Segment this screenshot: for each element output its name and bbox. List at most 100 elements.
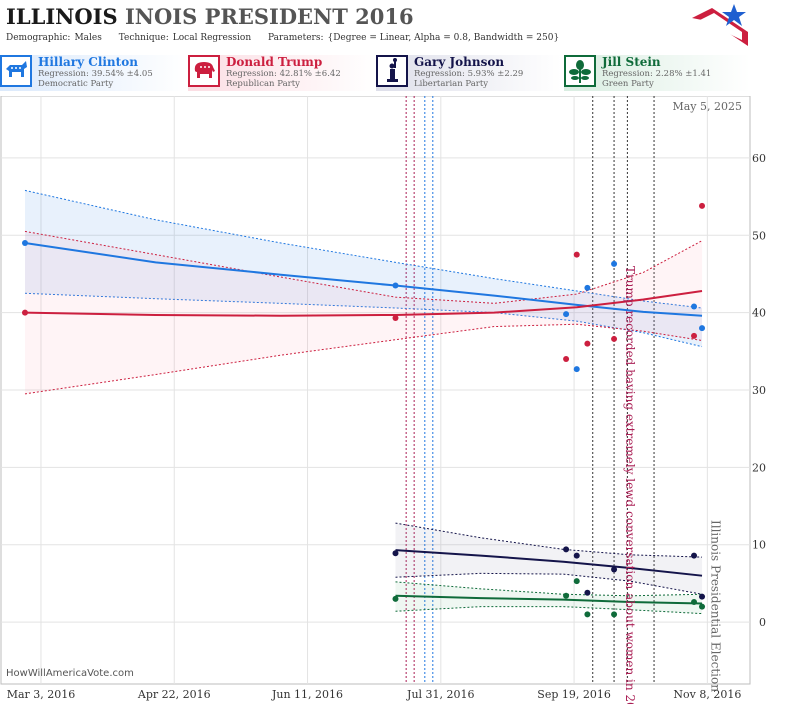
candidate-name: Gary Johnson [414, 55, 505, 69]
y-tick-label: 50 [752, 229, 766, 242]
y-tick-label: 30 [752, 384, 766, 397]
regression-line [24, 242, 703, 317]
poll-point [563, 546, 570, 553]
band-upper-line [24, 189, 703, 309]
y-tick-label: 60 [752, 152, 766, 165]
poll-point [392, 595, 399, 602]
y-tick-label: 0 [759, 616, 766, 629]
candidate-regression: Regression: 5.93% ±2.29 [414, 69, 524, 79]
chart-title: ILLINOIS INOIS PRESIDENT 2016 [6, 4, 414, 29]
liberty-statue-icon [376, 55, 408, 87]
poll-points [21, 202, 706, 618]
poll-point [691, 552, 698, 559]
regression-lines [24, 242, 703, 605]
legend-clinton: Hillary Clinton Regression: 39.54% ±4.05… [0, 55, 186, 91]
annotations: Trump recorded having extremely lewd con… [623, 266, 722, 704]
candidate-party: Republican Party [226, 79, 300, 89]
poll-point [392, 282, 399, 289]
confidence-band [24, 231, 703, 394]
poll-point [21, 240, 28, 246]
poll-point [691, 332, 698, 339]
title-race: INOIS PRESIDENT 2016 [124, 4, 414, 29]
regression-line [395, 549, 703, 577]
param-value: Local Regression [172, 33, 252, 43]
candidate-regression: Regression: 42.81% ±6.42 [226, 69, 341, 79]
poll-point [584, 284, 591, 291]
poll-point [392, 315, 399, 322]
poll-point [611, 260, 618, 267]
poll-point [699, 325, 706, 332]
confidence-band [24, 190, 703, 347]
y-tick-label: 40 [752, 307, 766, 320]
x-tick-label: Mar 3, 2016 [7, 688, 76, 701]
poll-point [699, 202, 706, 209]
poll-point [611, 566, 618, 573]
poll-point [573, 366, 580, 373]
regression-line [395, 594, 703, 605]
y-tick-label: 20 [752, 461, 766, 474]
poll-point [691, 303, 698, 310]
candidate-legend: Hillary Clinton Regression: 39.54% ±4.05… [0, 55, 750, 95]
regression-line [24, 289, 703, 317]
elephant-icon [188, 55, 220, 87]
poll-point [563, 311, 570, 318]
candidate-regression: Regression: 39.54% ±4.05 [38, 69, 153, 79]
legend-stein: Jill Stein Regression: 2.28% ±1.41 Green… [564, 55, 750, 91]
parameters-line: Demographic: Males Technique: Local Regres… [6, 33, 573, 43]
poll-point [563, 356, 570, 363]
poll-point [699, 593, 706, 600]
poll-point [573, 251, 580, 258]
flower-icon [564, 55, 596, 87]
site-credit: HowWillAmericaVote.com [6, 668, 134, 679]
candidate-regression: Regression: 2.28% ±1.41 [602, 69, 712, 79]
event-lines [405, 96, 655, 684]
chart-area: Trump recorded having extremely lewd con… [0, 96, 766, 704]
candidate-party: Green Party [602, 79, 654, 89]
x-tick-label: Sep 19, 2016 [537, 688, 611, 701]
poll-point [584, 340, 591, 347]
annotation-label: Trump recorded having extremely lewd con… [623, 266, 637, 704]
donkey-icon [0, 55, 32, 87]
poll-point [611, 335, 618, 342]
x-tick-label: Jul 31, 2016 [406, 688, 475, 701]
param-value: Males [74, 33, 102, 43]
legend-trump: Donald Trump Regression: 42.81% ±6.42 Re… [188, 55, 374, 91]
poll-point [691, 598, 698, 605]
annotation-label: Illinois Presidential Election [708, 520, 722, 692]
band-lower-line [24, 323, 703, 395]
candidate-name: Jill Stein [602, 55, 661, 69]
poll-point [584, 589, 591, 596]
band-upper-line [24, 230, 703, 304]
poll-point [584, 611, 591, 618]
date-label: May 5, 2025 [672, 100, 742, 113]
legend-johnson: Gary Johnson Regression: 5.93% ±2.29 Lib… [376, 55, 562, 91]
poll-point [611, 611, 618, 618]
x-axis: Mar 3, 2016 Apr 22, 2016 Jun 11, 2016 Jul 3… [7, 688, 742, 701]
candidate-name: Hillary Clinton [38, 55, 138, 69]
poll-point [563, 592, 570, 599]
poll-point [392, 550, 399, 557]
title-state: ILLINOIS [6, 4, 118, 29]
confidence-bands [24, 189, 703, 615]
confidence-band [395, 523, 703, 595]
chart-header: ILLINOIS INOIS PRESIDENT 2016 Demographi… [0, 0, 750, 48]
confidence-band [395, 581, 703, 614]
band-lower-line [24, 292, 703, 348]
param-key: Demographic: [6, 33, 71, 43]
param-key: Technique: [118, 33, 169, 43]
candidate-name: Donald Trump [226, 55, 323, 69]
x-tick-label: Apr 22, 2016 [137, 688, 211, 701]
param-key: Parameters: [268, 33, 324, 43]
band-upper-line [395, 581, 703, 597]
band-lower-line [395, 606, 703, 615]
poll-point [21, 309, 28, 316]
poll-point [573, 552, 580, 559]
y-axis: 0 10 20 30 40 50 60 [752, 152, 766, 629]
candidate-party: Libertarian Party [414, 79, 489, 89]
param-value: {Degree = Linear, Alpha = 0.8, Bandwidth… [327, 33, 560, 43]
y-tick-label: 10 [752, 539, 766, 552]
candidate-party: Democratic Party [38, 79, 114, 89]
x-tick-label: Jun 11, 2016 [271, 688, 343, 701]
poll-point [699, 603, 706, 610]
flag-star-logo-icon [692, 4, 748, 46]
